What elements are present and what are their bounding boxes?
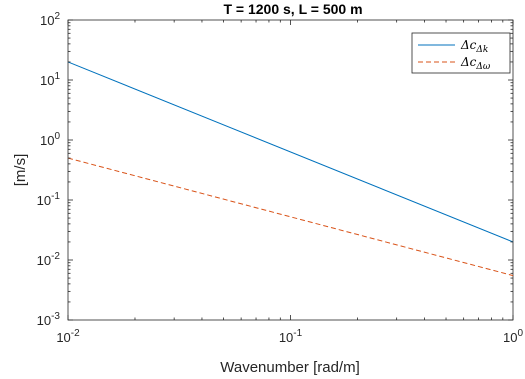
legend-box bbox=[411, 32, 511, 74]
legend-label-0: ΔcΔk bbox=[460, 38, 488, 55]
y-axis-label: [m/s] bbox=[12, 154, 29, 187]
y-tick-label: 10-2 bbox=[37, 251, 61, 268]
x-tick-label: 10-2 bbox=[56, 328, 80, 345]
y-tick-label: 101 bbox=[40, 71, 60, 88]
x-tick-label: 10-1 bbox=[279, 328, 303, 345]
series-layer bbox=[67, 61, 514, 277]
x-axis-ticks: 10-2 10-1 100 bbox=[56, 20, 523, 345]
y-axis-ticks: 10-3 10-2 10-1 100 101 102 bbox=[37, 11, 513, 328]
y-tick-label: 100 bbox=[40, 131, 60, 148]
series-line-1 bbox=[67, 157, 514, 277]
y-tick-label: 10-1 bbox=[37, 191, 61, 208]
legend-label-1: ΔcΔω bbox=[460, 55, 491, 72]
x-tick-label: 100 bbox=[503, 328, 523, 345]
y-tick-label: 10-3 bbox=[37, 311, 61, 328]
x-axis-label: Wavenumber [rad/m] bbox=[220, 359, 360, 376]
chart-title: T = 1200 s, L = 500 m bbox=[223, 1, 362, 17]
y-tick-label: 102 bbox=[40, 11, 60, 28]
series-line-0 bbox=[67, 61, 514, 243]
